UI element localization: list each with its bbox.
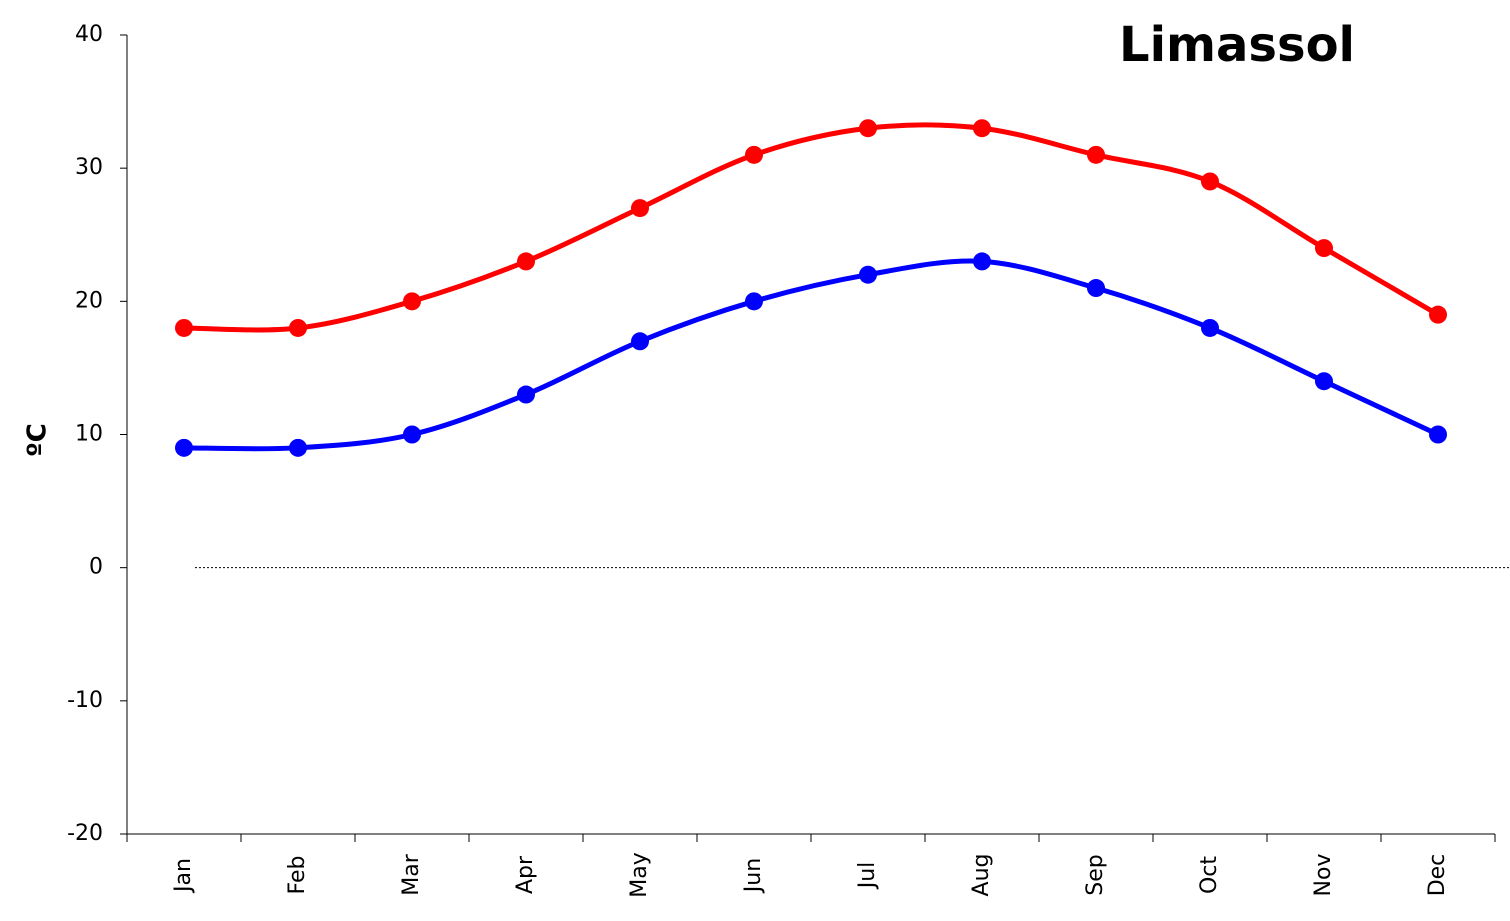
point: [289, 438, 307, 457]
point: [517, 252, 535, 271]
point: [1315, 239, 1333, 258]
x-tick-label: Mar: [399, 853, 424, 895]
point: [745, 145, 763, 164]
x-tick-label: Apr: [513, 855, 538, 894]
point: [1429, 305, 1447, 324]
x-tick-label: Nov: [1311, 854, 1336, 897]
y-tick-label: 40: [75, 22, 103, 47]
point: [745, 292, 763, 311]
x-tick-label: Jun: [741, 858, 766, 894]
point: [289, 318, 307, 337]
x-tick-label: Jul: [855, 862, 880, 891]
y-tick-label: -10: [67, 688, 103, 713]
point: [973, 252, 991, 271]
x-tick-label: Sep: [1083, 854, 1108, 895]
point: [517, 385, 535, 404]
line: [183, 122, 1440, 333]
point: [403, 425, 421, 444]
point: [403, 292, 421, 311]
x-tick-label: Aug: [969, 854, 994, 897]
point: [631, 199, 649, 218]
point: [1201, 318, 1219, 337]
y-tick-label: 20: [75, 288, 103, 313]
x-tick-label: Dec: [1425, 854, 1450, 897]
x-tick-label: May: [627, 852, 652, 897]
y-tick-label: 0: [89, 555, 103, 580]
y-tick-label: 30: [75, 155, 103, 180]
point: [1429, 425, 1447, 444]
point: [1087, 279, 1105, 298]
point: [631, 332, 649, 351]
point: [1315, 372, 1333, 391]
chart-title: Limassol: [1119, 17, 1355, 73]
point: [175, 438, 193, 457]
x-tick-label: Jan: [171, 858, 196, 894]
point: [175, 318, 193, 337]
x-tick-label: Oct: [1197, 856, 1222, 894]
point: [1201, 172, 1219, 191]
y-axis-label: ºC: [23, 423, 53, 457]
point: [1087, 145, 1105, 164]
point: [859, 265, 877, 284]
y-tick-label: -20: [67, 821, 103, 846]
line: [183, 258, 1440, 452]
x-tick-label: Feb: [285, 856, 310, 895]
point: [859, 119, 877, 138]
y-tick-label: 10: [75, 422, 103, 447]
point: [973, 119, 991, 138]
